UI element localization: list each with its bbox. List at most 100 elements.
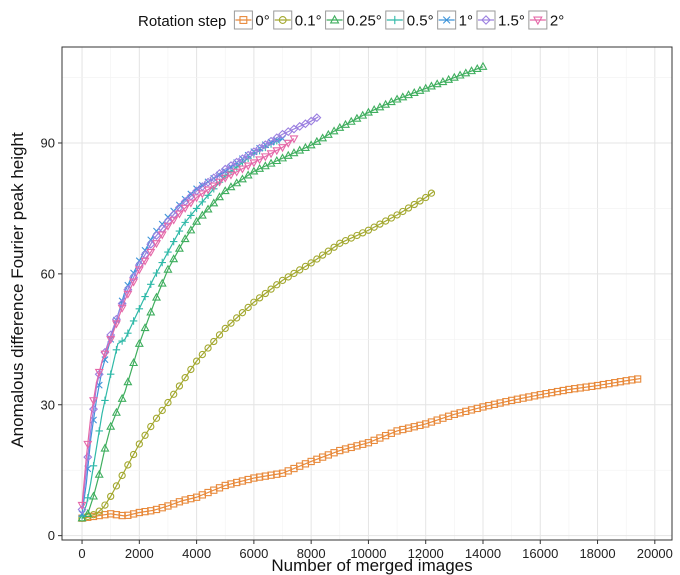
data-point: [94, 469, 104, 478]
data-point: [111, 407, 121, 416]
data-point: [203, 177, 213, 187]
data-point: [273, 281, 281, 289]
data-point: [187, 365, 195, 374]
x-tick-label: 0: [78, 546, 85, 561]
data-point: [312, 113, 322, 123]
data-point: [399, 207, 407, 216]
data-point: [410, 200, 418, 209]
data-point: [203, 204, 213, 213]
data-point: [306, 116, 316, 126]
data-point: [237, 154, 247, 164]
series-1: [78, 189, 436, 522]
data-point: [432, 79, 442, 88]
data-point: [88, 491, 99, 500]
data-point: [164, 248, 172, 256]
data-point: [381, 99, 391, 108]
data-point: [404, 90, 414, 99]
y-tick-label: 30: [41, 397, 55, 412]
data-point: [146, 248, 156, 257]
data-point: [296, 266, 304, 274]
data-point: [101, 396, 109, 405]
data-point: [215, 178, 225, 187]
data-point: [186, 225, 196, 234]
legend-key-marker: [390, 15, 399, 25]
data-point: [227, 319, 235, 327]
series-layer: [77, 61, 642, 522]
legend-label: 1°: [459, 13, 473, 30]
data-point: [192, 357, 201, 365]
data-point: [88, 397, 99, 406]
data-point: [438, 77, 448, 86]
data-point: [272, 133, 282, 143]
data-point: [376, 220, 384, 228]
data-point: [370, 223, 378, 231]
data-point: [318, 251, 327, 259]
data-point: [192, 194, 202, 203]
data-point: [422, 193, 430, 202]
data-point: [266, 150, 276, 159]
data-point: [273, 136, 281, 144]
data-point: [386, 97, 396, 106]
data-point: [169, 216, 179, 225]
data-point: [181, 218, 189, 227]
data-point: [249, 166, 259, 175]
data-point: [100, 443, 110, 452]
data-point: [260, 153, 270, 162]
data-point: [141, 431, 149, 439]
data-point: [467, 66, 477, 75]
data-point: [204, 344, 212, 352]
data-point: [387, 214, 395, 222]
data-point: [192, 216, 202, 225]
data-point: [295, 121, 305, 131]
data-point: [336, 239, 344, 247]
data-point: [181, 195, 189, 203]
data-point: [146, 239, 156, 249]
legend-label: 0.25°: [347, 13, 382, 30]
data-point: [290, 269, 298, 278]
series-2: [77, 61, 488, 522]
legend-label: 0.1°: [295, 13, 322, 30]
data-point: [233, 314, 241, 322]
data-point: [261, 289, 269, 298]
legend-key-marker: [278, 16, 287, 24]
data-point: [353, 231, 361, 240]
data-point: [295, 145, 305, 154]
data-point: [152, 240, 162, 249]
data-point: [117, 393, 127, 402]
data-point: [209, 182, 219, 191]
data-point: [107, 492, 115, 501]
series-6: [77, 135, 299, 510]
data-point: [220, 186, 230, 195]
data-point: [174, 210, 184, 219]
plot-area: [61, 46, 673, 541]
data-point: [307, 259, 315, 267]
legend-label: 2°: [550, 13, 564, 30]
data-point: [313, 255, 321, 263]
data-point: [141, 292, 149, 301]
data-point: [170, 390, 178, 398]
data-point: [272, 156, 282, 165]
data-point: [84, 494, 92, 502]
x-axis-title: Number of merged images: [271, 556, 472, 575]
data-point: [633, 375, 642, 383]
plot-panel: [62, 47, 672, 540]
legend-key-marker: [239, 16, 248, 24]
x-tick-label: 10000: [350, 546, 386, 561]
series-line: [81, 190, 435, 519]
data-point: [134, 266, 144, 275]
data-point: [135, 440, 143, 448]
data-point: [478, 61, 488, 70]
data-point: [444, 74, 454, 83]
data-point: [449, 72, 459, 81]
data-point: [180, 204, 190, 213]
data-point: [393, 211, 401, 219]
data-point: [174, 243, 184, 252]
data-point: [140, 323, 150, 332]
data-point: [112, 346, 121, 354]
data-point: [278, 276, 287, 285]
data-point: [147, 422, 155, 431]
legend-label: 0°: [255, 13, 269, 30]
x-tick-label: 18000: [579, 546, 615, 561]
data-point: [266, 158, 276, 167]
